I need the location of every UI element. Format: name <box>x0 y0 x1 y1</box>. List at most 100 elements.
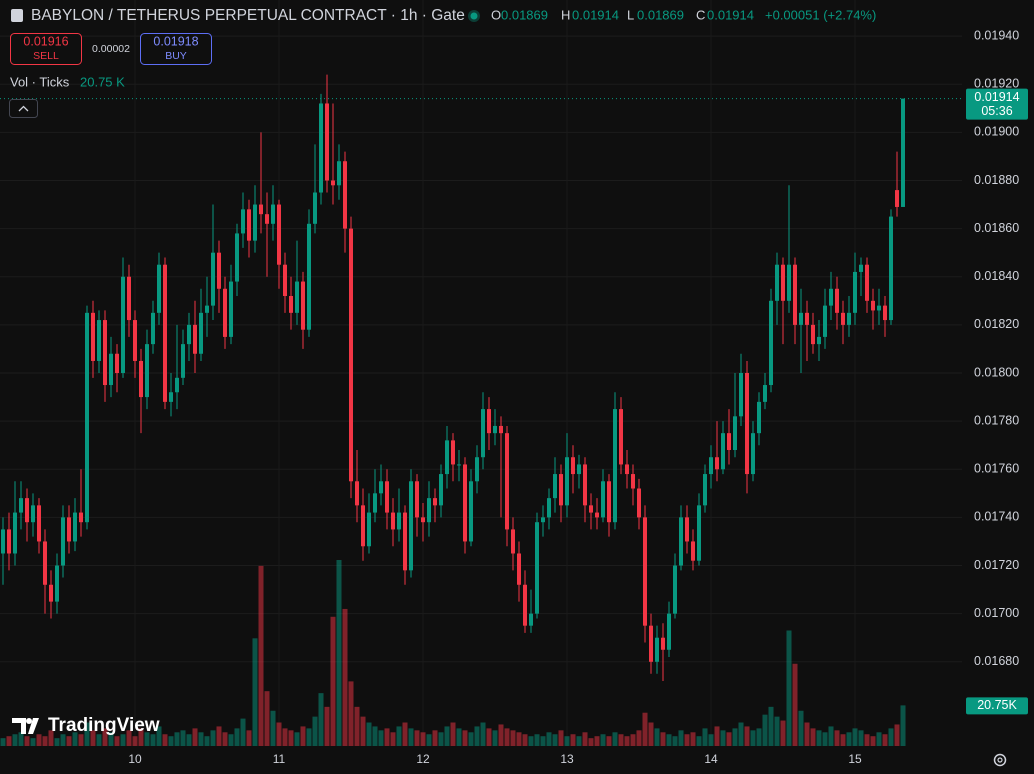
volume-bar <box>216 726 222 746</box>
candle-body <box>253 204 257 241</box>
y-tick-label: 0.01940 <box>974 28 1019 42</box>
candle-body <box>781 264 785 301</box>
volume-bar <box>900 705 906 746</box>
candle-body <box>445 440 449 475</box>
volume-bar <box>462 730 468 746</box>
volume-bar <box>876 732 882 746</box>
volume-bar <box>12 734 18 746</box>
volume-bar <box>702 728 708 746</box>
volume-bar <box>168 736 174 746</box>
symbol-icon <box>11 9 23 22</box>
candles <box>0 74 962 682</box>
ohlc-label: H <box>561 7 570 22</box>
volume-bar <box>648 722 654 746</box>
candle-body <box>379 481 383 494</box>
volume-bar <box>36 734 42 746</box>
candle-body <box>241 209 245 234</box>
candle-body <box>673 565 677 614</box>
y-tick-label: 0.01780 <box>974 413 1019 427</box>
candle-body <box>121 276 125 373</box>
volume-bar <box>840 734 846 746</box>
y-tick-label: 0.01880 <box>974 173 1019 187</box>
volume-bar <box>102 728 108 746</box>
candle-body <box>883 305 887 321</box>
candle-body <box>433 498 437 506</box>
volume-bar <box>738 722 744 746</box>
volume-bar <box>0 738 6 746</box>
candle-body <box>823 305 827 337</box>
volume-bar <box>30 738 36 746</box>
volume-bar <box>432 730 438 746</box>
volume-bar <box>162 734 168 746</box>
logo-dot <box>26 718 32 724</box>
volume-bar <box>642 712 648 746</box>
sell-price: 0.01916 <box>23 34 68 48</box>
candle-body <box>565 457 569 506</box>
candle-body <box>211 252 215 306</box>
candle-body <box>43 541 47 585</box>
ohlc-label: L <box>627 7 634 22</box>
candle-body <box>103 320 107 386</box>
volume-bar <box>300 726 306 746</box>
ohlc-value: 0.01914 <box>572 7 619 22</box>
volume-bar <box>60 734 66 746</box>
volume-bar <box>768 706 774 746</box>
volume-bar <box>198 732 204 746</box>
volume-bar <box>696 736 702 746</box>
x-tick-label: 12 <box>416 752 430 766</box>
candle-body <box>691 541 695 561</box>
volume-bar <box>774 716 780 746</box>
volume-tag <box>966 697 1028 715</box>
volume-bar <box>42 736 48 746</box>
candle-body <box>505 433 509 530</box>
collapse-button[interactable] <box>9 99 38 118</box>
candle-body <box>895 190 899 207</box>
candle-body <box>709 457 713 475</box>
volume-bar <box>810 728 816 746</box>
buy-button[interactable] <box>140 33 212 65</box>
volume-bar <box>450 722 456 746</box>
candle-body <box>529 613 533 626</box>
volume-bar <box>96 734 102 746</box>
volume-bar <box>708 734 714 746</box>
candle-body <box>439 474 443 506</box>
volume-bar <box>828 726 834 746</box>
y-tick-label: 0.01740 <box>974 510 1019 524</box>
candle-body <box>67 517 71 542</box>
volume-bar <box>612 732 618 746</box>
volume-bar <box>468 732 474 746</box>
candle-body <box>541 517 545 523</box>
volume-bar <box>678 730 684 746</box>
volume-bar <box>204 736 210 746</box>
volume-tag-label: 20.75K <box>977 698 1017 712</box>
candle-body <box>787 264 791 301</box>
candle-body <box>619 409 623 465</box>
volume-bar <box>894 724 900 746</box>
volume-pane <box>0 560 906 746</box>
volume-bar <box>624 736 630 746</box>
volume-bar <box>846 732 852 746</box>
volume-bar <box>834 730 840 746</box>
candle-body <box>271 204 275 224</box>
volume-bar <box>546 732 552 746</box>
volume-bar <box>240 718 246 746</box>
candle-body <box>205 305 209 313</box>
candle-body <box>703 474 707 506</box>
volume-bar <box>318 693 324 746</box>
candle-body <box>307 223 311 330</box>
candle-body <box>247 209 251 241</box>
volume-bar <box>822 732 828 746</box>
last-price-tag <box>966 88 1028 120</box>
volume-bar <box>456 728 462 746</box>
volume-bar <box>6 736 12 746</box>
volume-bar <box>294 732 300 746</box>
x-tick-label: 13 <box>560 752 574 766</box>
volume-bar <box>492 730 498 746</box>
sell-button[interactable] <box>10 33 82 65</box>
candle-body <box>859 264 863 272</box>
settings-icon[interactable] <box>993 753 1007 767</box>
volume-bar <box>516 732 522 746</box>
volume-bar <box>522 734 528 746</box>
volume-bar <box>750 730 756 746</box>
